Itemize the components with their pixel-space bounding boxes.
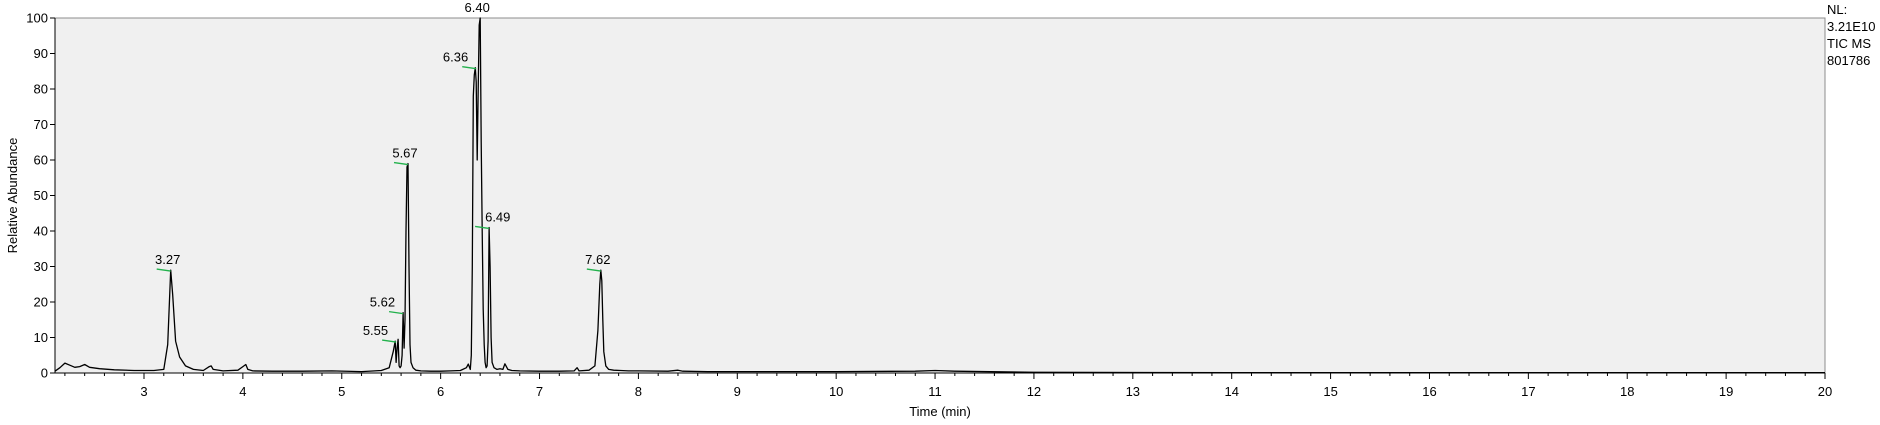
peak-label: 6.40: [465, 0, 490, 15]
peak-label: 5.62: [370, 295, 395, 310]
info-line-nl: NL:: [1827, 2, 1847, 17]
peak-label: 6.49: [485, 209, 510, 224]
peak-apex-marker: [393, 161, 409, 166]
x-tick-label: 14: [1224, 384, 1238, 399]
x-tick-label: 3: [140, 384, 147, 399]
peak-labels-group: 3.27 5.55 5.62 5.67 6.36 6.40 6.49 7.62: [155, 0, 610, 343]
y-tick-label: 30: [34, 259, 48, 274]
x-axis-title: Time (min): [909, 404, 971, 419]
x-tick-label: 5: [338, 384, 345, 399]
tic-trace-group: [54, 17, 1825, 374]
x-axis: 3 4 5 6 7 8 9 10 11 12 13 14 15 16 17 18 19 20: [55, 372, 1832, 399]
peak-label: 7.62: [585, 252, 610, 267]
info-block: NL: 3.21E10 TIC MS 801786: [1827, 2, 1875, 68]
x-tick-label: 19: [1719, 384, 1733, 399]
y-tick-label: 50: [34, 188, 48, 203]
x-tick-label: 8: [635, 384, 642, 399]
x-tick-label: 6: [437, 384, 444, 399]
peak-label: 5.55: [363, 323, 388, 338]
info-line-file-id: 801786: [1827, 53, 1870, 68]
y-tick-label: 40: [34, 224, 48, 239]
plot-area: [54, 17, 1826, 374]
x-tick-label: 18: [1620, 384, 1634, 399]
y-axis-title: Relative Abundance: [5, 138, 20, 254]
x-tick-label: 12: [1027, 384, 1041, 399]
x-tick-label: 11: [928, 384, 942, 399]
x-tick-label: 13: [1126, 384, 1140, 399]
peak-apex-marker: [462, 66, 477, 70]
tic-trace-line: [54, 17, 1825, 374]
peak-apex-marker: [586, 268, 601, 272]
peak-apex-marker: [475, 225, 490, 230]
x-tick-label: 16: [1422, 384, 1436, 399]
y-tick-label: 0: [41, 366, 48, 381]
peak-apex-marker: [388, 311, 404, 315]
y-tick-label: 80: [34, 82, 48, 97]
peak-label: 3.27: [155, 252, 180, 267]
y-tick-label: 20: [34, 295, 48, 310]
y-tick-label: 90: [34, 46, 48, 61]
y-tick-label: 10: [34, 330, 48, 345]
info-line-scan-filter: TIC MS: [1827, 36, 1871, 51]
peak-label: 6.36: [443, 50, 468, 65]
x-tick-label: 10: [829, 384, 843, 399]
y-tick-label: 100: [26, 11, 48, 26]
x-tick-label: 4: [239, 384, 246, 399]
info-line-nl-value: 3.21E10: [1827, 19, 1875, 34]
x-tick-label: 7: [536, 384, 543, 399]
peak-label: 5.67: [392, 146, 417, 161]
x-tick-label: 9: [734, 384, 741, 399]
x-tick-label: 17: [1521, 384, 1535, 399]
y-tick-label: 60: [34, 153, 48, 168]
peak-apex-marker: [156, 268, 171, 272]
x-tick-label: 20: [1818, 384, 1832, 399]
x-tick-label: 15: [1323, 384, 1337, 399]
peak-apex-marker: [382, 339, 397, 343]
y-axis: 0 10 20 30 40 50 60 70 80 90 100: [26, 11, 56, 381]
y-tick-label: 70: [34, 117, 48, 132]
